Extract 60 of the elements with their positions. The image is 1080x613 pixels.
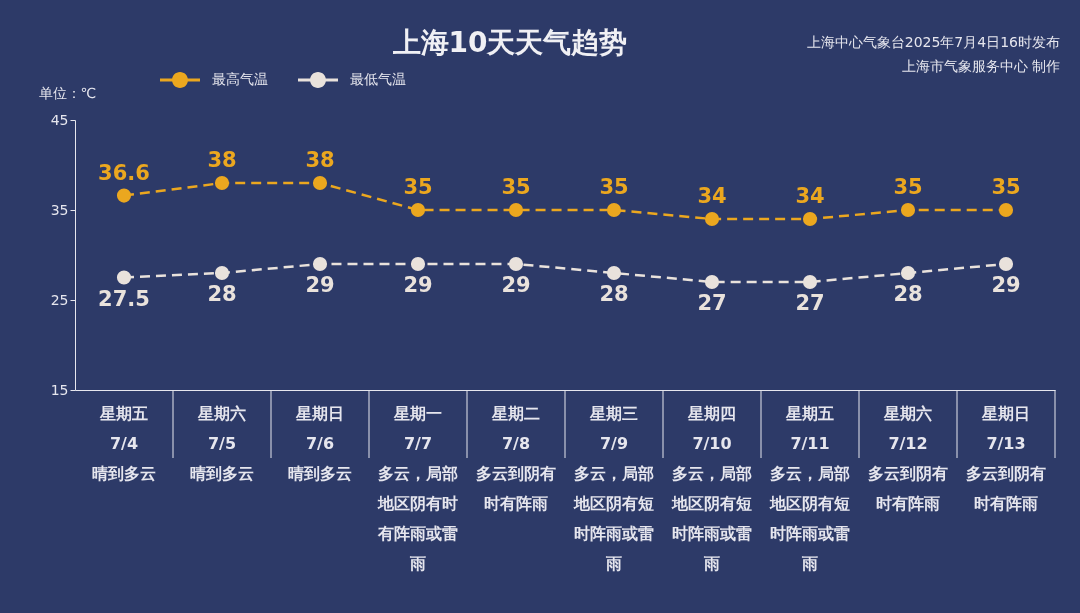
point <box>116 188 132 203</box>
point <box>508 202 524 218</box>
chart-title: 上海10天天气趋势 <box>391 26 628 59</box>
point <box>606 202 622 218</box>
y-tick-label: 45 <box>50 111 69 128</box>
point <box>214 265 230 281</box>
x-tick-label: 星期一 7/7 多云，局部地区阴有时有阵雨或雷雨 <box>377 403 458 573</box>
data-label: 28 <box>893 282 923 306</box>
data-label: 35 <box>893 175 923 199</box>
data-label: 35 <box>991 175 1021 199</box>
point <box>214 175 230 191</box>
point <box>900 265 916 281</box>
data-label: 34 <box>795 184 825 208</box>
x-tick-label: 星期五 7/4 晴到多云 <box>92 403 156 483</box>
data-label: 36.6 <box>98 160 150 185</box>
x-tick-label: 星期二 7/8 多云到阴有时有阵雨 <box>476 403 556 513</box>
point <box>802 211 818 227</box>
point <box>900 202 916 218</box>
point <box>312 256 328 272</box>
point <box>116 270 132 285</box>
point <box>704 211 720 227</box>
data-label: 27 <box>795 291 825 315</box>
point <box>802 274 818 290</box>
x-tick-label: 星期五 7/11 多云，局部地区阴有短时阵雨或雷雨 <box>769 403 850 573</box>
data-label: 27.5 <box>98 286 150 311</box>
data-label: 29 <box>305 273 335 297</box>
legend-label: 最高气温 <box>212 71 268 87</box>
data-label: 35 <box>403 175 433 199</box>
legend-label: 最低气温 <box>350 71 406 87</box>
x-tick-label: 星期日 7/6 晴到多云 <box>288 403 352 483</box>
y-tick-label: 25 <box>50 291 69 308</box>
point <box>410 202 426 218</box>
data-label: 28 <box>207 282 237 306</box>
point <box>998 256 1014 272</box>
data-label: 35 <box>599 175 629 199</box>
text: 上海市气象服务中心 制作 <box>901 58 1060 74</box>
data-label: 27 <box>697 291 727 315</box>
x-tick-label: 星期六 7/5 晴到多云 <box>190 403 254 483</box>
point <box>410 256 426 272</box>
y-axis-title: 单位：℃ <box>38 84 97 101</box>
point <box>998 202 1014 218</box>
data-label: 29 <box>501 273 531 297</box>
data-label: 34 <box>697 184 727 208</box>
point <box>312 175 328 191</box>
x-tick-label: 星期六 7/12 多云到阴有时有阵雨 <box>868 403 948 513</box>
data-label: 38 <box>207 148 237 172</box>
point <box>704 274 720 290</box>
x-tick-label: 星期三 7/9 多云，局部地区阴有短时阵雨或雷雨 <box>573 403 654 573</box>
x-tick-label: 星期四 7/10 多云，局部地区阴有短时阵雨或雷雨 <box>671 403 752 573</box>
data-label: 38 <box>305 148 335 172</box>
point <box>508 256 524 272</box>
point <box>606 265 622 281</box>
data-label: 35 <box>501 175 531 199</box>
data-label: 28 <box>599 282 629 306</box>
data-label: 29 <box>991 273 1021 297</box>
x-tick-label: 星期日 7/13 多云到阴有时有阵雨 <box>966 403 1046 513</box>
y-tick-label: 35 <box>50 201 69 218</box>
text: 上海中心气象台2025年7月4日16时发布 <box>806 34 1060 50</box>
data-label: 29 <box>403 273 433 297</box>
y-tick-label: 15 <box>50 381 69 398</box>
